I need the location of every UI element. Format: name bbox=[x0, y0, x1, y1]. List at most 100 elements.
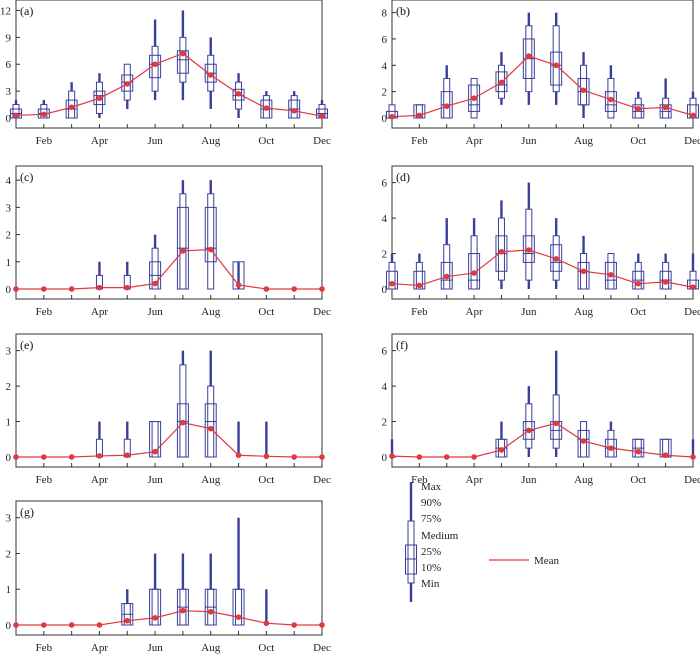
mean-point bbox=[96, 453, 103, 459]
box-month-6 bbox=[522, 182, 535, 289]
inner-box-10-90 bbox=[607, 253, 615, 290]
y-tick-label: 0 bbox=[6, 113, 12, 125]
mean-point bbox=[526, 247, 532, 253]
mean-point bbox=[263, 453, 270, 460]
x-tick-label: Oct bbox=[630, 474, 646, 486]
mean-point bbox=[96, 284, 103, 291]
legend-mean-label: Mean bbox=[534, 555, 560, 567]
y-tick-label: 3 bbox=[6, 346, 12, 358]
x-tick-label: Oct bbox=[258, 642, 274, 654]
x-tick-label: Oct bbox=[258, 306, 274, 318]
mean-point bbox=[13, 622, 19, 628]
mean-point bbox=[319, 286, 325, 292]
mean-point bbox=[319, 113, 325, 120]
legend: Max 90% 75% Medium 25% 10% Min Mean bbox=[405, 481, 560, 602]
inner-box-10-90 bbox=[179, 193, 187, 290]
mean-point bbox=[416, 112, 423, 119]
legend-stat-5: 10% bbox=[421, 562, 441, 574]
y-tick-label: 0 bbox=[382, 113, 388, 125]
panel-label: (g) bbox=[20, 505, 34, 519]
box-month-9 bbox=[604, 253, 617, 290]
y-tick-label: 2 bbox=[382, 249, 388, 261]
y-tick-label: 0 bbox=[382, 284, 388, 296]
box-25-75 bbox=[149, 54, 162, 79]
box-month-5 bbox=[495, 200, 508, 289]
mean-point bbox=[68, 286, 75, 292]
mean-point bbox=[662, 104, 669, 111]
x-tick-label: Apr bbox=[466, 474, 483, 486]
y-tick-label: 8 bbox=[382, 8, 388, 20]
x-tick-label: Aug bbox=[574, 135, 593, 147]
mean-point bbox=[580, 87, 587, 94]
x-tick-label: Dec bbox=[684, 474, 700, 486]
x-tick-label: Apr bbox=[91, 474, 108, 486]
y-tick-label: 6 bbox=[382, 346, 388, 358]
x-tick-label: Feb bbox=[36, 135, 53, 147]
mean-point bbox=[152, 615, 158, 621]
panel-label: (c) bbox=[20, 170, 33, 184]
legend-stat-2: 75% bbox=[421, 513, 441, 525]
mean-point bbox=[180, 50, 186, 57]
panel-frame bbox=[15, 333, 323, 468]
x-tick-label: Oct bbox=[258, 135, 274, 147]
mean-point bbox=[443, 103, 450, 109]
mean-point bbox=[526, 53, 532, 59]
mean-point bbox=[498, 79, 505, 86]
y-tick-label: 0 bbox=[6, 284, 12, 296]
panel-f: (f) 0 2 4 6 Feb Apr Jun Aug Oct Dec bbox=[382, 333, 700, 486]
mean-line bbox=[391, 55, 694, 118]
y-tick-label: 1 bbox=[6, 584, 12, 596]
box-month-8 bbox=[204, 350, 217, 458]
x-tick-label: Aug bbox=[201, 642, 220, 654]
inner-box-10-90 bbox=[470, 235, 478, 290]
box-25-75 bbox=[550, 244, 563, 272]
mean-point bbox=[498, 248, 505, 255]
box-month-6 bbox=[149, 19, 162, 101]
box-25-75 bbox=[232, 88, 245, 101]
mean-point bbox=[553, 420, 559, 427]
mean-point bbox=[207, 425, 214, 432]
x-tick-label: Aug bbox=[201, 135, 220, 147]
mean-point bbox=[553, 256, 559, 262]
box-month-7 bbox=[550, 12, 563, 105]
mean-point bbox=[41, 286, 47, 292]
legend-inner-box bbox=[407, 520, 415, 584]
mean-point bbox=[68, 622, 75, 628]
mean-point bbox=[41, 454, 47, 460]
box-25-75 bbox=[93, 90, 106, 106]
box-month-7 bbox=[176, 350, 189, 458]
mean-point bbox=[690, 454, 696, 460]
mean-point bbox=[319, 622, 325, 628]
x-tick-label: Jun bbox=[521, 474, 537, 486]
mean-point bbox=[180, 419, 186, 426]
y-tick-label: 4 bbox=[382, 213, 388, 225]
inner-box-10-90 bbox=[443, 77, 451, 119]
legend-stat-4: 25% bbox=[421, 546, 441, 558]
box-month-4 bbox=[468, 218, 481, 290]
mean-point bbox=[389, 453, 395, 459]
x-tick-label: Apr bbox=[91, 135, 108, 147]
panel-label: (d) bbox=[396, 170, 410, 184]
x-tick-label: Apr bbox=[91, 642, 108, 654]
box-month-7 bbox=[550, 218, 563, 289]
box-25-75 bbox=[121, 74, 134, 92]
x-tick-label: Aug bbox=[574, 306, 593, 318]
mean-line bbox=[16, 421, 322, 458]
x-tick-label: Apr bbox=[466, 135, 483, 147]
y-tick-label: 1 bbox=[6, 257, 12, 269]
x-tick-label: Feb bbox=[36, 642, 53, 654]
x-tick-label: Jun bbox=[147, 642, 163, 654]
mean-point bbox=[690, 284, 696, 291]
legend-stat-0: Max bbox=[421, 481, 442, 493]
y-tick-label: 3 bbox=[6, 86, 12, 98]
mean-point bbox=[207, 72, 214, 78]
x-tick-label: Aug bbox=[574, 474, 593, 486]
x-tick-label: Jun bbox=[521, 306, 537, 318]
inner-box-10-90 bbox=[443, 244, 451, 290]
box-month-8 bbox=[204, 180, 217, 290]
mean-point bbox=[580, 268, 587, 275]
panel-label: (b) bbox=[396, 4, 410, 18]
box-month-6 bbox=[522, 386, 535, 457]
mean-point bbox=[263, 620, 270, 627]
x-tick-label: Aug bbox=[201, 306, 220, 318]
